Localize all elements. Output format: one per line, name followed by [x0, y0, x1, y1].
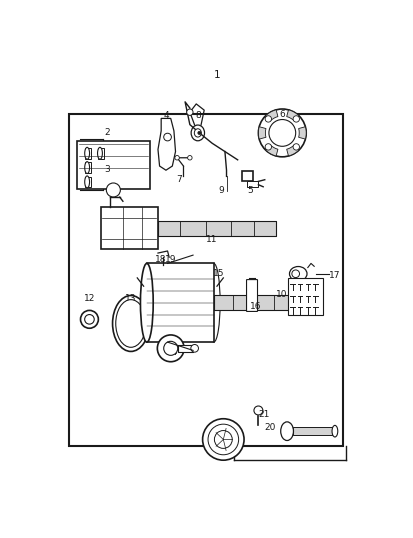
Circle shape — [264, 144, 271, 150]
Circle shape — [163, 133, 171, 141]
Text: 15: 15 — [212, 269, 224, 278]
Circle shape — [253, 406, 262, 415]
Text: 11: 11 — [206, 235, 217, 244]
Circle shape — [186, 109, 192, 115]
Circle shape — [214, 430, 232, 448]
Circle shape — [264, 116, 271, 122]
Bar — [97, 148, 103, 159]
Circle shape — [207, 424, 238, 455]
Circle shape — [258, 109, 306, 157]
Text: 16: 16 — [249, 302, 260, 312]
Text: 9: 9 — [218, 186, 224, 195]
Wedge shape — [298, 127, 306, 139]
Ellipse shape — [112, 295, 149, 351]
Wedge shape — [286, 145, 299, 156]
Wedge shape — [286, 110, 299, 121]
Ellipse shape — [140, 264, 153, 342]
FancyBboxPatch shape — [246, 280, 257, 312]
Text: 19: 19 — [165, 255, 176, 264]
Text: 1: 1 — [213, 70, 220, 80]
Ellipse shape — [85, 176, 89, 188]
Wedge shape — [265, 110, 277, 121]
Bar — [100, 208, 158, 249]
Circle shape — [157, 335, 184, 362]
Text: 10: 10 — [275, 290, 286, 299]
Circle shape — [190, 344, 198, 352]
Bar — [241, 172, 252, 181]
Text: 7: 7 — [176, 175, 181, 184]
Ellipse shape — [97, 147, 102, 159]
Bar — [85, 162, 90, 173]
Ellipse shape — [194, 129, 201, 137]
Ellipse shape — [289, 266, 306, 281]
Text: 21: 21 — [258, 410, 269, 419]
Bar — [247, 181, 258, 187]
Circle shape — [174, 155, 179, 160]
Ellipse shape — [191, 125, 204, 141]
Circle shape — [268, 119, 295, 146]
Circle shape — [202, 419, 244, 460]
Bar — [85, 148, 90, 159]
Text: 13: 13 — [125, 294, 136, 303]
Circle shape — [292, 144, 299, 150]
Text: 4: 4 — [163, 111, 169, 120]
Text: 6: 6 — [279, 110, 285, 119]
Circle shape — [80, 310, 98, 328]
Wedge shape — [258, 127, 265, 139]
Bar — [147, 264, 213, 342]
Text: 2: 2 — [104, 128, 109, 137]
Text: 20: 20 — [264, 422, 275, 431]
Wedge shape — [265, 145, 277, 156]
Ellipse shape — [85, 147, 89, 159]
Text: 18: 18 — [155, 255, 166, 264]
Text: 17: 17 — [328, 271, 339, 280]
Text: 22: 22 — [217, 448, 228, 456]
Bar — [76, 141, 150, 189]
Text: 14: 14 — [166, 348, 178, 357]
Bar — [287, 278, 322, 315]
Ellipse shape — [116, 300, 146, 348]
Ellipse shape — [331, 426, 337, 437]
Text: 8: 8 — [195, 111, 200, 120]
Ellipse shape — [280, 422, 293, 441]
Circle shape — [84, 315, 94, 324]
Bar — [85, 176, 90, 187]
Text: 3: 3 — [104, 166, 110, 174]
Text: 12: 12 — [83, 294, 95, 303]
Circle shape — [292, 116, 299, 122]
Circle shape — [163, 341, 177, 355]
Circle shape — [187, 155, 192, 160]
Circle shape — [197, 131, 201, 134]
Ellipse shape — [207, 264, 220, 342]
Polygon shape — [158, 118, 175, 170]
Ellipse shape — [85, 161, 89, 174]
Text: 5: 5 — [247, 186, 253, 195]
Circle shape — [106, 183, 120, 197]
Bar — [69, 114, 342, 445]
Circle shape — [291, 270, 299, 278]
